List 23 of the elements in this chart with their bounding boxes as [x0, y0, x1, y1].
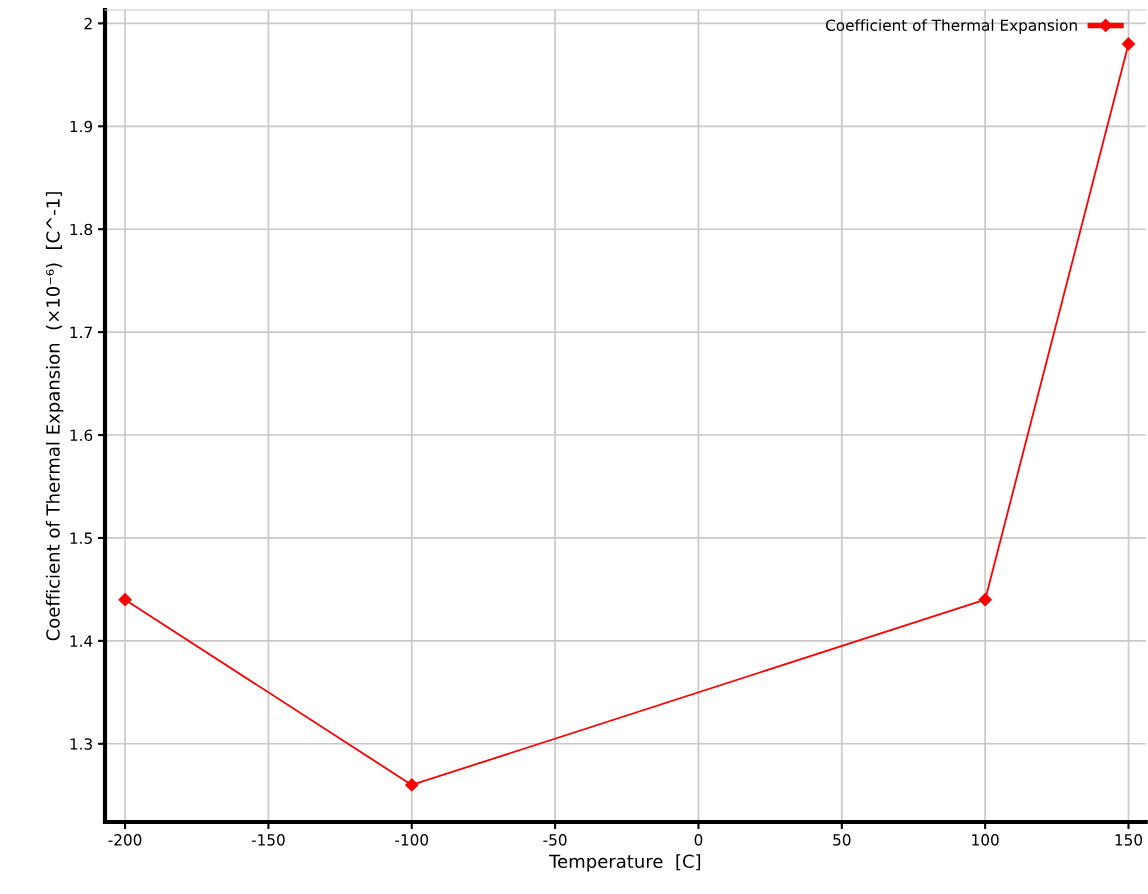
- y-tick-label: 2: [84, 17, 92, 30]
- y-tick-label: 1.4: [70, 635, 93, 647]
- x-tick-label: 100: [972, 834, 999, 846]
- point: [118, 593, 132, 607]
- x-tick-label: -150: [251, 834, 285, 846]
- y-tick-label: 1.8: [70, 223, 93, 236]
- x-tick-label: -50: [543, 834, 567, 846]
- x-axis-title: Temperature [C]: [549, 854, 701, 872]
- point: [978, 593, 992, 607]
- x-tick-label: -100: [395, 834, 429, 846]
- x-tick-label: 50: [833, 834, 851, 846]
- legend-label: Coefficient of Thermal Expansion: [825, 19, 1077, 34]
- y-tick-label: 1.6: [70, 429, 93, 442]
- y-tick-label: 1.5: [70, 532, 92, 544]
- y-tick-label: 1.9: [70, 120, 93, 133]
- x-tick-label: 0: [694, 834, 703, 846]
- point: [405, 778, 419, 792]
- x-tick-label: -200: [108, 834, 142, 846]
- x-tick-label: 150: [1115, 834, 1143, 846]
- y-axis-title: Coefficient of Thermal Expansion (×10⁻⁶) [C^-1]: [45, 192, 64, 641]
- y-tick-label: 1.7: [70, 326, 92, 338]
- point: [1121, 37, 1136, 51]
- y-tick-label: 1.3: [70, 738, 92, 750]
